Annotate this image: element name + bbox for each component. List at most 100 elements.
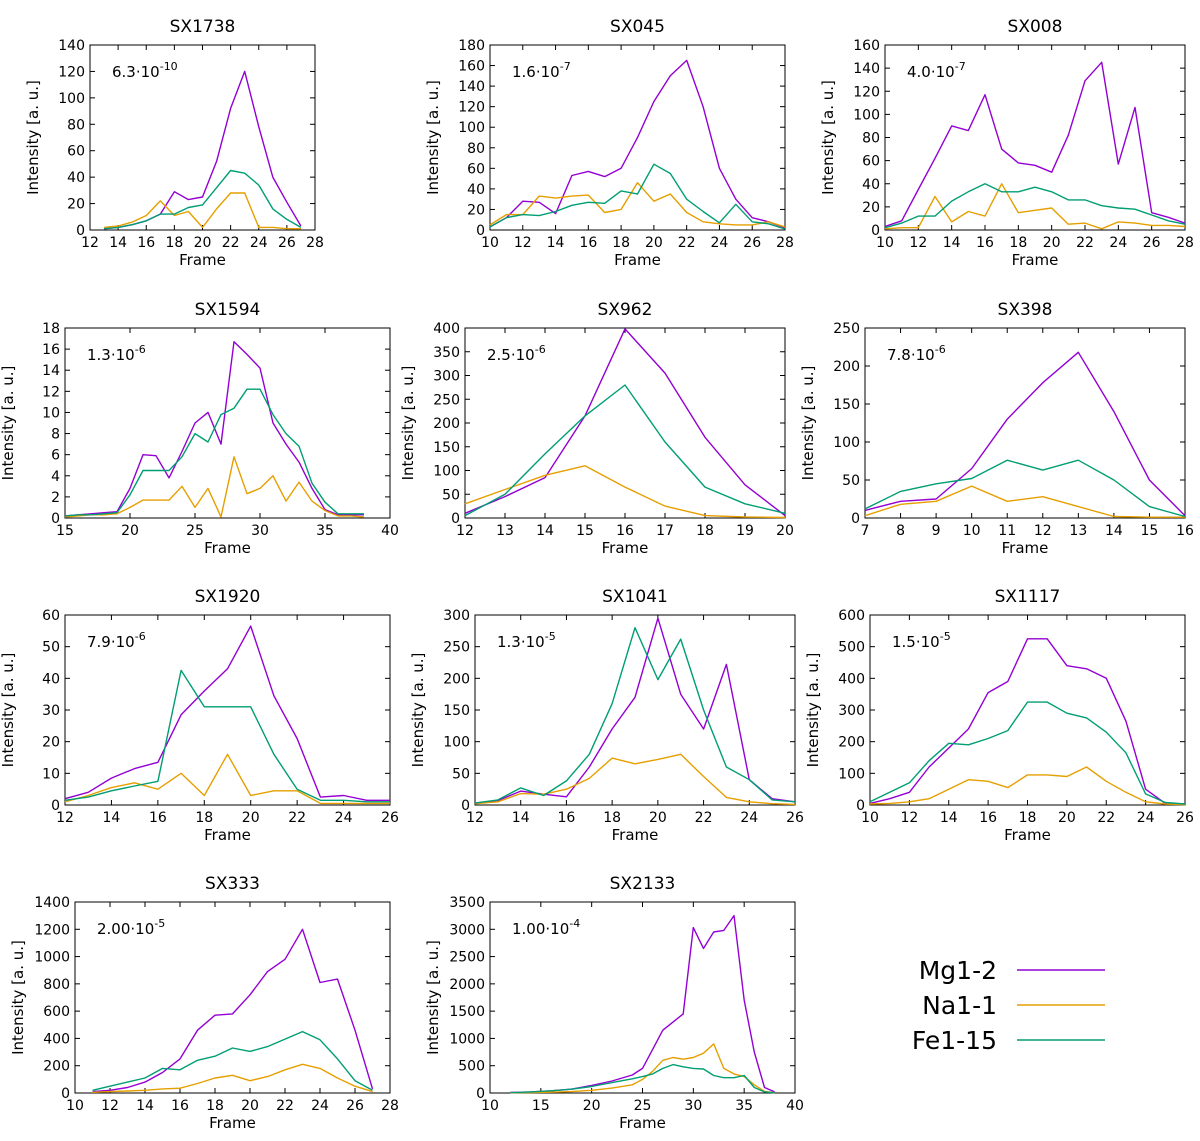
x-tick-label: 10: [481, 235, 499, 251]
x-tick-label: 10: [861, 810, 879, 826]
subplot-title: SX333: [205, 874, 260, 894]
series-line-na1-1: [64, 456, 365, 518]
y-tick-label: 120: [853, 84, 880, 100]
series-line-na1-1: [884, 183, 1186, 230]
x-tick-label: 12: [456, 523, 474, 539]
y-axis-label: Intensity [a. u.]: [424, 940, 442, 1055]
x-tick-label: 10: [963, 523, 981, 539]
x-tick-label: 12: [466, 810, 484, 826]
x-tick-label: 24: [711, 235, 729, 251]
x-tick-label: 25: [634, 1098, 652, 1114]
y-tick-label: 0: [856, 798, 865, 814]
x-tick-label: 12: [900, 810, 918, 826]
y-tick-label: 400: [838, 671, 865, 687]
y-tick-label: 250: [833, 321, 860, 337]
x-tick-label: 14: [943, 235, 961, 251]
x-tick-label: 12: [514, 235, 532, 251]
x-tick-label: 30: [684, 1098, 702, 1114]
y-tick-label: 350: [433, 345, 460, 361]
y-tick-label: 3500: [449, 895, 485, 911]
y-tick-label: 140: [58, 38, 85, 54]
y-tick-label: 10: [42, 766, 60, 782]
x-tick-label: 16: [1176, 523, 1194, 539]
x-tick-label: 10: [481, 1098, 499, 1114]
y-tick-label: 16: [42, 342, 60, 358]
x-tick-label: 14: [1105, 523, 1123, 539]
x-tick-label: 18: [1019, 810, 1037, 826]
x-tick-label: 15: [56, 523, 74, 539]
subplot-sx1594: SX1594 15 20 25 30 35 40 0 2 4 6 8 10 12 14 16 18 Frame In…: [0, 300, 399, 557]
y-tick-label: 150: [833, 397, 860, 413]
x-tick-label: 20: [1043, 235, 1061, 251]
legend-label: Fe1-15: [912, 1026, 997, 1055]
x-tick-label: 35: [735, 1098, 753, 1114]
y-tick-label: 1000: [34, 950, 70, 966]
y-tick-label: 0: [451, 511, 460, 527]
rate-annotation: 7.9·10-6: [87, 630, 146, 651]
y-tick-label: 18: [42, 321, 60, 337]
y-tick-label: 140: [853, 61, 880, 77]
y-tick-label: 2000: [449, 977, 485, 993]
x-tick-label: 10: [876, 235, 894, 251]
x-tick-label: 26: [1143, 235, 1161, 251]
x-tick-label: 22: [695, 810, 713, 826]
x-axis-label: Frame: [619, 1114, 666, 1132]
x-tick-label: 14: [136, 1098, 154, 1114]
y-tick-label: 40: [42, 671, 60, 687]
subplot-title: SX1594: [195, 300, 261, 320]
plot-frame: [74, 901, 391, 1094]
x-tick-label: 25: [186, 523, 204, 539]
y-tick-label: 200: [433, 416, 460, 432]
series-line-mg1-2: [869, 638, 1186, 805]
y-tick-label: 20: [42, 735, 60, 751]
subplot-title: SX398: [998, 300, 1053, 320]
series-line-fe1-15: [474, 627, 796, 804]
y-tick-label: 0: [61, 1086, 70, 1102]
rate-annotation-exponent: -6: [535, 343, 546, 356]
x-tick-label: 20: [241, 1098, 259, 1114]
x-tick-label: 10: [66, 1098, 84, 1114]
y-tick-label: 100: [443, 735, 470, 751]
x-axis-label: Frame: [1004, 826, 1051, 844]
x-tick-label: 12: [101, 1098, 119, 1114]
y-tick-label: 60: [42, 608, 60, 624]
y-tick-label: 180: [458, 38, 485, 54]
y-tick-label: 120: [58, 64, 85, 80]
x-tick-label: 7: [861, 523, 870, 539]
x-tick-label: 14: [536, 523, 554, 539]
rate-annotation: 6.3·10-10: [112, 60, 178, 81]
y-tick-label: 40: [467, 182, 485, 198]
x-tick-label: 16: [976, 235, 994, 251]
y-tick-label: 800: [43, 977, 70, 993]
x-tick-label: 14: [547, 235, 565, 251]
x-axis-label: Frame: [204, 826, 251, 844]
x-tick-label: 20: [645, 235, 663, 251]
y-axis-label: Intensity [a. u.]: [24, 80, 42, 195]
subplot-sx333: SX333 10 12 14 16 18 20 22 24 26 28 0 200 400 600 800 10…: [9, 874, 399, 1132]
y-tick-label: 0: [851, 511, 860, 527]
x-axis-label: Frame: [179, 251, 226, 269]
rate-annotation-exponent: -5: [545, 630, 556, 643]
subplot-sx045: SX045 10 12 14 16 18 20 22 24 26 28 0 20 40 60 80 100 120…: [424, 17, 794, 269]
series-line-na1-1: [464, 465, 786, 519]
x-tick-label: 30: [251, 523, 269, 539]
y-tick-label: 0: [871, 223, 880, 239]
rate-annotation: 1.00·10-4: [512, 917, 580, 938]
y-tick-label: 3000: [449, 922, 485, 938]
y-tick-label: 0: [476, 223, 485, 239]
rate-annotation: 1.3·10-6: [87, 343, 146, 364]
rate-annotation-base: 1.5·10: [892, 633, 940, 651]
y-tick-label: 150: [443, 703, 470, 719]
y-tick-label: 1400: [34, 895, 70, 911]
y-axis-label: Intensity [a. u.]: [399, 366, 417, 481]
y-tick-label: 8: [51, 427, 60, 443]
x-tick-label: 24: [1137, 810, 1155, 826]
y-tick-label: 2: [51, 490, 60, 506]
rate-annotation: 1.3·10-5: [497, 630, 556, 651]
y-tick-label: 40: [862, 177, 880, 193]
subplot-sx1920: SX1920 12 14 16 18 20 22 24 26 0 10 20 30 40 50 60 Frame…: [0, 587, 399, 844]
x-tick-label: 40: [786, 1098, 804, 1114]
x-axis-label: Frame: [1012, 251, 1059, 269]
series-line-fe1-15: [92, 1030, 373, 1091]
